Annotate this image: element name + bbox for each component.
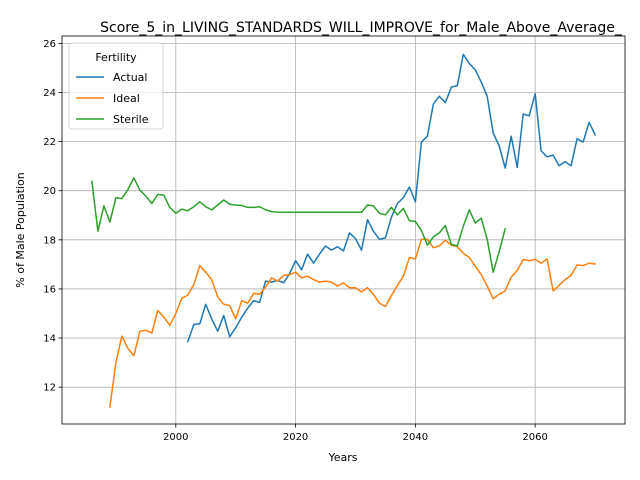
y-tick-label: 14 xyxy=(43,334,56,345)
series-line-actual xyxy=(186,53,597,343)
x-tick-label: 2020 xyxy=(283,432,308,443)
grid xyxy=(62,36,625,424)
legend-label-actual: Actual xyxy=(113,71,147,84)
x-tick-label: 2060 xyxy=(522,432,547,443)
legend-box xyxy=(68,42,164,130)
y-tick-label: 12 xyxy=(43,383,56,394)
legend: Fertility Actual Ideal Sterile xyxy=(68,42,164,130)
x-tick-label: 2000 xyxy=(163,432,188,443)
y-axis: 12 14 16 18 20 22 24 26 xyxy=(43,39,62,394)
legend-label-ideal: Ideal xyxy=(113,92,140,105)
x-axis: 2000 2020 2040 2060 xyxy=(163,424,548,443)
legend-label-sterile: Sterile xyxy=(113,113,149,126)
y-tick-label: 26 xyxy=(43,39,56,50)
legend-items: Actual Ideal Sterile xyxy=(76,71,149,126)
series-line-sterile xyxy=(91,177,507,273)
y-tick-label: 20 xyxy=(43,186,56,197)
legend-title: Fertility xyxy=(95,51,137,64)
y-tick-label: 18 xyxy=(43,235,56,246)
plot-frame xyxy=(61,35,626,425)
x-tick-label: 2040 xyxy=(403,432,428,443)
series-line-ideal xyxy=(109,238,596,408)
x-axis-label: Years xyxy=(327,451,357,464)
y-tick-label: 16 xyxy=(43,284,56,295)
y-tick-label: 24 xyxy=(43,88,56,99)
y-tick-label: 22 xyxy=(43,137,56,148)
chart-title: Score_5_in_LIVING_STANDARDS_WILL_IMPROVE… xyxy=(100,20,623,36)
y-axis-label: % of Male Population xyxy=(14,172,27,287)
series-layer xyxy=(91,53,597,408)
